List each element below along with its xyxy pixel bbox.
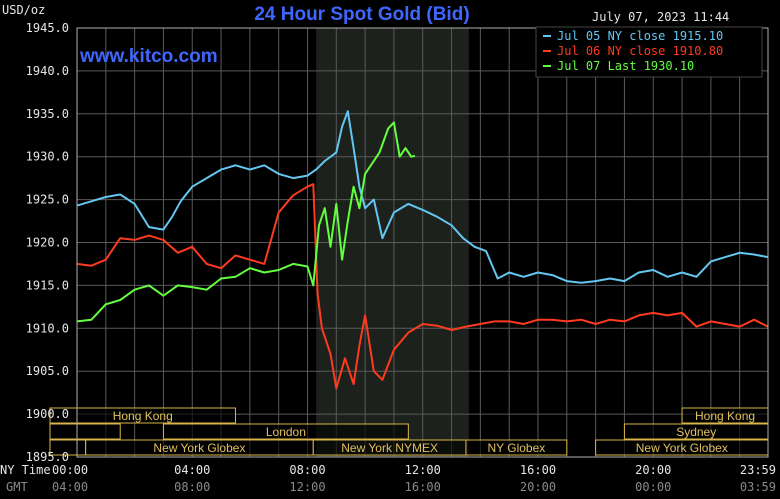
series-lines [76, 110, 769, 390]
market-session-box [465, 439, 568, 456]
market-session-label: Hong Kong [695, 409, 755, 423]
x-tick-gmt: 12:00 [289, 480, 325, 494]
series-line-2 [76, 183, 769, 390]
x-tick-ny: 08:00 [289, 463, 325, 477]
market-session-box [49, 407, 236, 424]
y-unit-label: USD/oz [2, 3, 45, 17]
market-session-box [49, 423, 121, 440]
ny-time-row-label: NY Time [0, 463, 51, 477]
y-tick-label: 1920.0 [26, 236, 69, 250]
market-session-label: Sydney [676, 425, 716, 439]
plot-border [76, 27, 769, 458]
x-tick-gmt: 16:00 [405, 480, 441, 494]
y-axis-ticks: 1945.0 1940.0 1935.0 1930.0 1925.0 1920.0 1915… [26, 21, 69, 464]
x-tick-gmt: 20:00 [520, 480, 556, 494]
market-session-label: New York Globex [153, 441, 245, 455]
chart-timestamp: July 07, 2023 11:44 [592, 10, 729, 24]
x-tick-ny: 12:00 [405, 463, 441, 477]
y-tick-label: 1935.0 [26, 107, 69, 121]
x-tick-gmt: 03:59 [740, 480, 776, 494]
y-tick-label: 1895.0 [26, 450, 69, 464]
chart-title: 24 Hour Spot Gold (Bid) [254, 4, 469, 25]
y-tick-label: 1915.0 [26, 278, 69, 292]
x-tick-ny: 04:00 [174, 463, 210, 477]
legend-entry: Jul 05 NY close 1915.10 [557, 29, 723, 43]
legend-entry: Jul 07 Last 1930.10 [557, 59, 694, 73]
series-line-1 [76, 110, 769, 284]
x-tick-gmt: 08:00 [174, 480, 210, 494]
x-tick-ny: 00:00 [52, 463, 88, 477]
y-tick-label: 1930.0 [26, 150, 69, 164]
y-tick-label: 1940.0 [26, 64, 69, 78]
x-tick-ny: 23:59 [740, 463, 776, 477]
source-watermark: www.kitco.com [79, 46, 218, 67]
legend-entry: Jul 06 NY close 1910.80 [557, 44, 723, 58]
market-session-box [162, 423, 409, 440]
legend-box [535, 26, 763, 78]
y-tick-label: 1900.0 [26, 407, 69, 421]
x-tick-ny: 20:00 [635, 463, 671, 477]
x-tick-gmt: 00:00 [635, 480, 671, 494]
y-tick-label: 1905.0 [26, 364, 69, 378]
market-session-label: NY Globex [487, 441, 545, 455]
gmt-row-label: GMT [6, 480, 28, 494]
y-tick-label: 1910.0 [26, 321, 69, 335]
market-session-label: Hong Kong [113, 409, 173, 423]
series-line-3 [76, 121, 416, 323]
x-axis-ticks: 00:00 04:00 04:00 08:00 08:00 12:00 12:00 16:00… [52, 463, 776, 494]
y-tick-label: 1925.0 [26, 193, 69, 207]
market-session-label: New York NYMEX [341, 441, 438, 455]
market-session-label: London [266, 425, 306, 439]
y-tick-label: 1945.0 [26, 21, 69, 35]
x-tick-gmt: 04:00 [52, 480, 88, 494]
market-session-label: New York Globex [636, 441, 728, 455]
grid-lines [77, 28, 768, 457]
x-tick-ny: 16:00 [520, 463, 556, 477]
